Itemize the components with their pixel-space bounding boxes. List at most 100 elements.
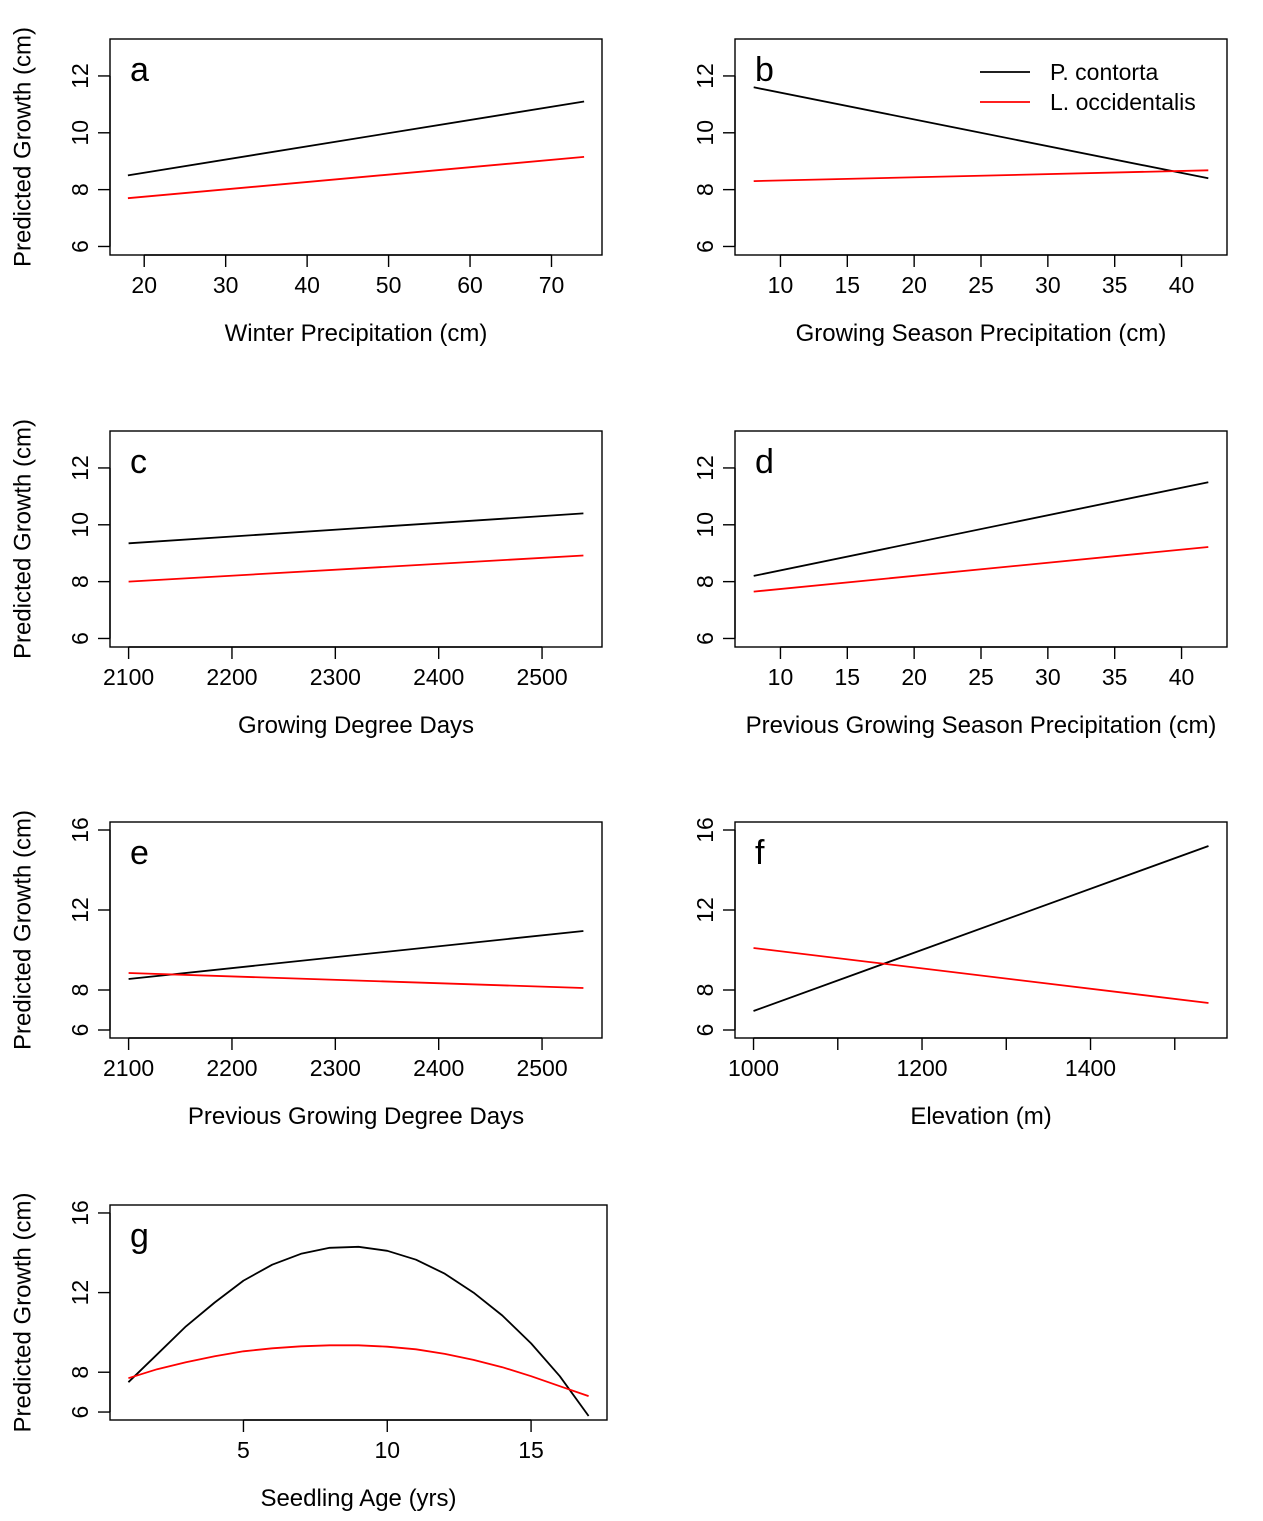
y-tick-label: 8 [67, 575, 93, 588]
plot-frame [734, 821, 1228, 1039]
y-axis-label: Predicted Growth (cm) [9, 419, 36, 659]
panel-a: 20 30 40 50 60 70 Winter Precipitation (cm) 6 8 1… [9, 27, 603, 347]
x-tick-label: 2300 [310, 1055, 361, 1081]
y-tick-label: 8 [692, 183, 718, 196]
x-tick-label: 2100 [103, 1055, 154, 1081]
legend: P. contorta L. occidentalis [980, 59, 1196, 115]
series-line-p-contorta [127, 1245, 590, 1417]
x-tick-label: 25 [968, 272, 994, 298]
y-tick-label: 16 [67, 817, 93, 843]
x-axis-label: Previous Growing Degree Days [188, 1103, 524, 1130]
x-tick-label: 20 [131, 272, 157, 298]
plot-frame [109, 38, 603, 256]
y-tick-label: 6 [692, 632, 718, 645]
y-tick-label: 6 [67, 1406, 93, 1419]
y-tick-label: 10 [67, 120, 93, 146]
y-tick-label: 12 [67, 63, 93, 89]
x-tick-label: 50 [376, 272, 402, 298]
panel-label: a [130, 51, 149, 89]
series-line-p-contorta [753, 845, 1209, 1012]
series-line-l-occidentalis [753, 947, 1209, 1004]
y-tick-label: 8 [67, 984, 93, 997]
x-axis-label: Growing Season Precipitation (cm) [796, 320, 1167, 347]
y-axis-label: Predicted Growth (cm) [9, 27, 36, 267]
y-tick-label: 6 [692, 240, 718, 253]
x-tick-label: 25 [968, 664, 994, 690]
y-tick-label: 6 [67, 632, 93, 645]
panel-d: 10 15 20 25 30 35 40 Previous Growing Season Pr… [692, 430, 1228, 739]
x-tick-label: 60 [457, 272, 483, 298]
series-line-p-contorta [128, 930, 584, 980]
plot-frame [109, 1204, 608, 1421]
x-tick-label: 40 [1169, 664, 1195, 690]
y-axis-label: Predicted Growth (cm) [9, 810, 36, 1050]
plot-frame [734, 430, 1228, 648]
plot-frame [109, 821, 603, 1039]
y-tick-label: 12 [67, 897, 93, 923]
panel-label: g [130, 1217, 149, 1255]
x-tick-label: 15 [835, 272, 861, 298]
x-tick-label: 2500 [516, 664, 567, 690]
panel-c: 2100 2200 2300 2400 2500 Growing Degree Days 6… [9, 419, 603, 739]
y-tick-label: 12 [692, 455, 718, 481]
panel-f: 1000 1200 1400 Elevation (m) 6 8 12 16 f [692, 817, 1228, 1130]
panel-label: f [755, 834, 765, 872]
y-tick-label: 8 [692, 984, 718, 997]
y-tick-label: 10 [692, 512, 718, 538]
x-tick-label: 15 [835, 664, 861, 690]
x-tick-label: 2500 [516, 1055, 567, 1081]
x-tick-label: 10 [374, 1437, 400, 1463]
x-tick-label: 2200 [206, 664, 257, 690]
x-axis-label: Growing Degree Days [238, 712, 474, 739]
x-axis-label: Seedling Age (yrs) [260, 1485, 456, 1512]
x-tick-label: 30 [1035, 664, 1061, 690]
panel-label: d [755, 443, 774, 481]
y-tick-label: 6 [67, 1024, 93, 1037]
x-axis-label: Previous Growing Season Precipitation (c… [746, 712, 1217, 739]
y-tick-label: 10 [692, 120, 718, 146]
x-axis-label: Elevation (m) [910, 1103, 1051, 1130]
series-line-p-contorta [127, 100, 585, 177]
x-tick-label: 2400 [413, 1055, 464, 1081]
panel-label: b [755, 51, 774, 89]
y-tick-label: 12 [692, 897, 718, 923]
x-tick-label: 40 [294, 272, 320, 298]
x-tick-label: 35 [1102, 664, 1128, 690]
series-line-p-contorta [753, 481, 1209, 577]
y-tick-label: 12 [692, 63, 718, 89]
x-tick-label: 2300 [310, 664, 361, 690]
x-tick-label: 1400 [1065, 1055, 1116, 1081]
x-tick-label: 70 [539, 272, 565, 298]
panel-label: e [130, 834, 149, 872]
panel-e: 2100 2200 2300 2400 2500 Previous Growing Deg… [9, 810, 603, 1130]
x-tick-label: 15 [518, 1437, 544, 1463]
panel-g: 5 10 15 Seedling Age (yrs) 6 8 12 16 Predicted G… [9, 1192, 608, 1512]
x-axis-label: Winter Precipitation (cm) [225, 320, 488, 347]
x-tick-label: 20 [901, 664, 927, 690]
series-line-l-occidentalis [128, 554, 584, 583]
x-tick-label: 5 [237, 1437, 250, 1463]
y-tick-label: 12 [67, 455, 93, 481]
x-tick-label: 30 [1035, 272, 1061, 298]
x-tick-label: 10 [768, 272, 794, 298]
series-line-l-occidentalis [128, 972, 584, 989]
y-tick-label: 10 [67, 512, 93, 538]
x-tick-label: 1000 [728, 1055, 779, 1081]
y-tick-label: 8 [67, 183, 93, 196]
series-line-l-occidentalis [128, 1344, 589, 1397]
legend-label: L. occidentalis [1050, 89, 1196, 115]
y-tick-label: 6 [692, 1024, 718, 1037]
y-tick-label: 6 [67, 240, 93, 253]
legend-label: P. contorta [1050, 59, 1158, 85]
x-tick-label: 2200 [206, 1055, 257, 1081]
x-tick-label: 35 [1102, 272, 1128, 298]
series-line-p-contorta [753, 86, 1209, 180]
panel-label: c [130, 443, 147, 481]
series-line-l-occidentalis [127, 156, 585, 200]
series-line-p-contorta [128, 512, 584, 545]
y-tick-label: 8 [67, 1366, 93, 1379]
series-line-l-occidentalis [753, 546, 1209, 593]
x-tick-label: 2100 [103, 664, 154, 690]
